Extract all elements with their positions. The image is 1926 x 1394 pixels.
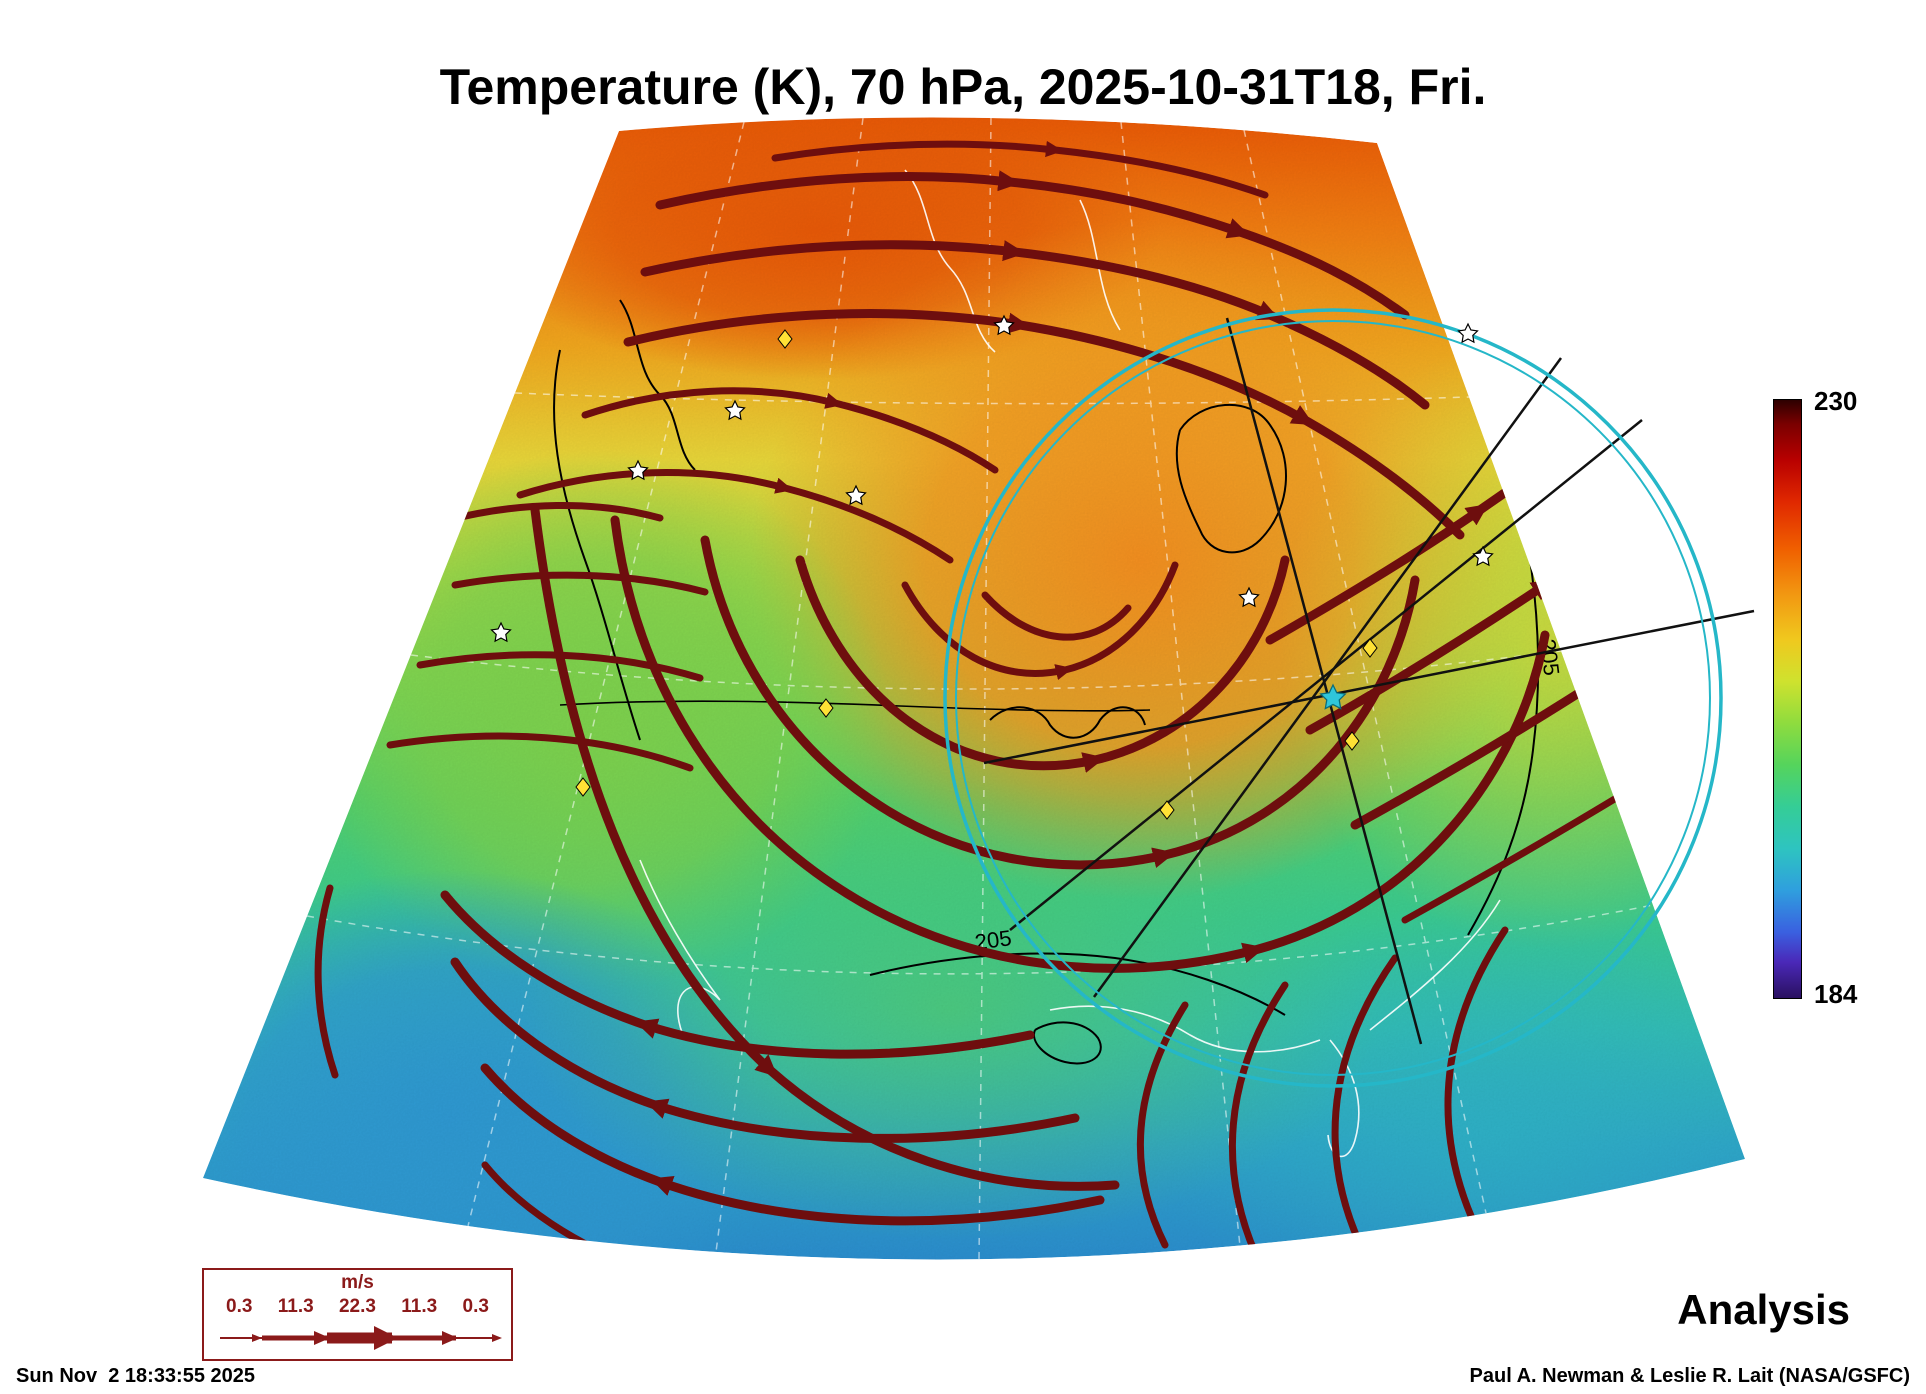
- wind-legend-speed-value: 0.3: [462, 1296, 489, 1317]
- streamline: [771, 140, 1269, 199]
- wind-legend-units-label: m/s: [341, 1272, 374, 1293]
- colorbar-max-label: 230: [1814, 386, 1858, 416]
- streamline: [700, 535, 1420, 870]
- streamline: [440, 890, 1035, 1059]
- city-star-marker: [1457, 323, 1479, 343]
- range-circle: [943, 308, 1723, 1088]
- streamline: [451, 571, 709, 596]
- streamline: [981, 591, 1132, 641]
- streamline: [1228, 981, 1289, 1260]
- colorbar: [1773, 399, 1802, 999]
- streamline: [314, 884, 339, 1079]
- cross-section-line: [983, 609, 1755, 765]
- streamline: [386, 732, 694, 772]
- wind-legend-speed-value: 0.3: [226, 1296, 253, 1317]
- streamline: [610, 515, 1550, 973]
- colorbar-min-label: 184: [1814, 979, 1858, 1009]
- streamline: [623, 309, 1465, 540]
- streamline: [1444, 926, 1509, 1260]
- streamline: [444, 501, 664, 524]
- cross-section-lines: [983, 317, 1755, 1045]
- streamline: [901, 561, 1179, 681]
- streamline: [655, 170, 1410, 320]
- timestamp-label: Sun Nov 2 18:33:55 2025: [16, 1365, 256, 1387]
- streamline: [640, 240, 1430, 410]
- streamline: [450, 957, 1080, 1143]
- streamline: [481, 1161, 1004, 1260]
- streamline: [480, 1063, 1105, 1226]
- wind-speed-legend: m/s 0.3 11.3 22.3 11.3 0.3: [202, 1268, 513, 1361]
- streamline: [1136, 1001, 1189, 1249]
- analysis-label: Analysis: [1677, 1286, 1850, 1333]
- credit-label: Paul A. Newman & Leslie R. Lait (NASA/GS…: [1469, 1365, 1910, 1387]
- page-title: Temperature (K), 70 hPa, 2025-10-31T18, …: [439, 59, 1487, 115]
- cross-section-line: [1092, 357, 1563, 998]
- streamline: [1331, 954, 1399, 1260]
- wind-legend-speeds: 0.3 11.3 22.3 11.3 0.3: [204, 1296, 511, 1318]
- streamline: [795, 555, 1290, 773]
- streamline: [516, 469, 954, 564]
- wind-legend-speed-value: 11.3: [401, 1296, 438, 1317]
- wind-legend-speed-value: 22.3: [338, 1296, 376, 1317]
- streamline: [416, 651, 704, 682]
- wind-legend-arrow-scale: [220, 1326, 502, 1350]
- cross-section-line: [1009, 419, 1643, 931]
- wind-legend-speed-value: 11.3: [277, 1296, 314, 1317]
- streamline: [530, 505, 1120, 1191]
- streamline: [581, 387, 999, 474]
